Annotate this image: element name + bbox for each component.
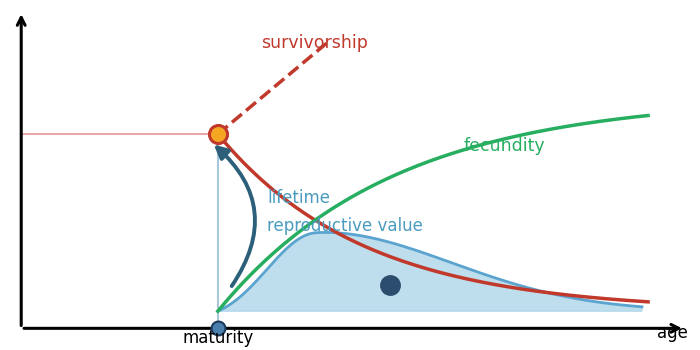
Text: fecundity: fecundity [463,137,545,155]
Text: maturity: maturity [182,329,253,346]
Text: lifetime: lifetime [267,189,330,207]
Text: survivorship: survivorship [261,34,368,52]
Text: reproductive value: reproductive value [267,217,423,235]
FancyArrowPatch shape [217,147,255,286]
Polygon shape [218,232,642,311]
Text: age: age [657,324,688,342]
